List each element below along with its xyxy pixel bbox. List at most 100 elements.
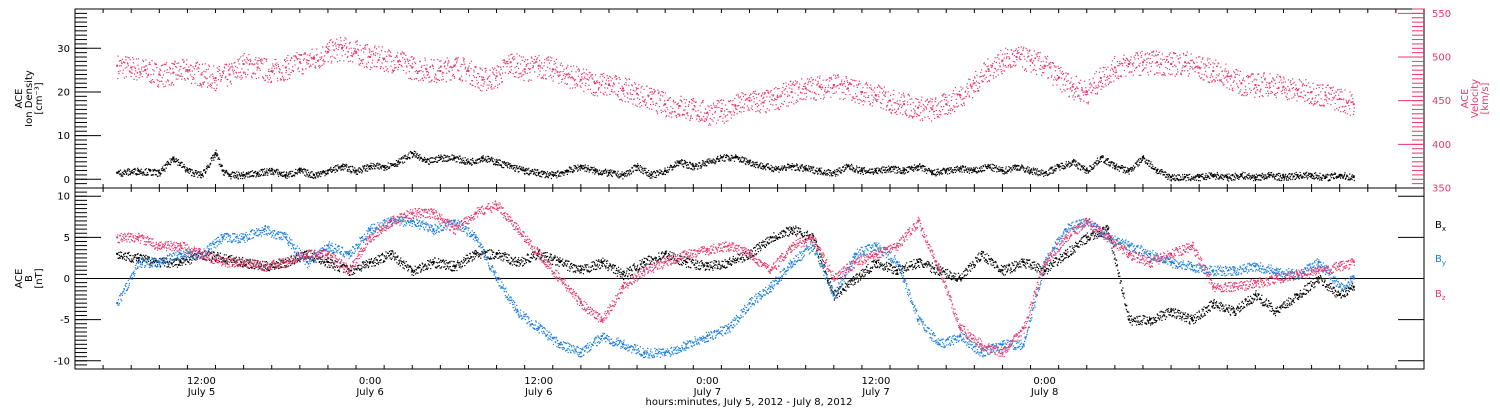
- density-series-sample: [620, 173, 622, 175]
- density-series-sample: [585, 170, 588, 173]
- density-series-sample: [515, 168, 517, 170]
- density-series-sample: [348, 166, 350, 168]
- density-series-sample: [163, 168, 166, 170]
- velocity-series-sample: [126, 62, 129, 64]
- velocity-series-sample: [245, 61, 247, 63]
- velocity-series-sample: [145, 72, 147, 74]
- velocity-series-sample: [124, 62, 126, 64]
- velocity-series-sample: [274, 63, 277, 65]
- velocity-series-sample: [1233, 72, 1236, 74]
- density-series-sample: [343, 166, 345, 168]
- velocity-series-sample: [642, 100, 644, 102]
- velocity-series-sample: [197, 66, 199, 69]
- density-series-sample: [512, 167, 515, 169]
- velocity-series-sample: [645, 102, 647, 104]
- velocity-series-sample: [739, 96, 741, 98]
- velocity-series-sample: [226, 63, 228, 65]
- density-series-sample: [136, 173, 138, 175]
- density-series-sample: [594, 168, 596, 170]
- velocity-series-sample: [909, 115, 911, 117]
- density-series-sample: [326, 170, 328, 172]
- velocity-series-sample: [838, 87, 840, 89]
- velocity-series-sample: [1108, 82, 1110, 84]
- density-series-sample: [584, 164, 586, 166]
- velocity-series-sample: [569, 73, 571, 75]
- velocity-series-sample: [833, 84, 836, 86]
- velocity-series-sample: [1109, 81, 1111, 83]
- velocity-series-sample: [1340, 88, 1342, 91]
- velocity-series-sample: [473, 69, 475, 71]
- velocity-series-sample: [595, 82, 597, 84]
- velocity-series-sample: [562, 78, 564, 80]
- velocity-series-sample: [526, 72, 528, 74]
- velocity-series-sample: [906, 101, 909, 103]
- velocity-series-sample: [991, 66, 993, 68]
- density-series-sample: [206, 168, 208, 170]
- velocity-series-sample: [527, 59, 529, 61]
- velocity-series-sample: [607, 87, 609, 89]
- velocity-series-sample: [735, 107, 737, 109]
- density-series-sample: [627, 170, 629, 172]
- velocity-series-sample: [864, 83, 866, 85]
- velocity-series-sample: [739, 101, 741, 103]
- velocity-series-sample: [1249, 92, 1252, 94]
- velocity-series-sample: [1270, 92, 1272, 95]
- velocity-series-sample: [534, 71, 536, 73]
- velocity-series-sample: [471, 79, 473, 82]
- velocity-series-sample: [184, 79, 186, 81]
- density-series-sample: [274, 170, 276, 172]
- density-series-sample: [624, 175, 626, 178]
- velocity-series-sample: [701, 100, 704, 102]
- velocity-series-sample: [447, 60, 449, 62]
- velocity-series-sample: [335, 47, 337, 50]
- velocity-series-sample: [762, 97, 764, 99]
- velocity-series-sample: [408, 70, 410, 73]
- velocity-series-sample: [874, 97, 876, 100]
- velocity-series-sample: [586, 78, 588, 81]
- velocity-series-sample: [233, 73, 235, 75]
- velocity-series-sample: [905, 113, 907, 115]
- velocity-series-sample: [956, 93, 958, 95]
- density-series-sample: [197, 176, 199, 178]
- velocity-series-sample: [1116, 77, 1118, 79]
- density-series-sample: [267, 174, 269, 176]
- velocity-series-sample: [780, 94, 782, 96]
- velocity-series-sample: [936, 116, 939, 118]
- velocity-series-sample: [196, 62, 198, 64]
- density-series-sample: [140, 170, 142, 173]
- density-series-sample: [334, 171, 336, 174]
- velocity-series-sample: [829, 87, 832, 89]
- velocity-series-sample: [925, 106, 927, 108]
- velocity-series-sample: [510, 69, 512, 71]
- velocity-series-sample: [744, 94, 746, 96]
- velocity-series-sample: [837, 74, 839, 76]
- density-series-sample: [142, 171, 145, 173]
- density-series-sample: [423, 159, 425, 162]
- velocity-series-sample: [1301, 81, 1303, 83]
- density-series-sample: [329, 169, 331, 171]
- density-series-sample: [332, 168, 334, 171]
- velocity-series-sample: [249, 63, 251, 65]
- density-series-sample: [560, 171, 562, 173]
- density-series-sample: [323, 170, 325, 173]
- density-series-sample: [233, 171, 236, 174]
- velocity-series-sample: [536, 57, 538, 59]
- density-series-sample: [422, 160, 424, 162]
- density-series-sample: [478, 158, 481, 160]
- density-series-sample: [117, 172, 119, 174]
- velocity-series-sample: [263, 78, 265, 80]
- velocity-series-sample: [1116, 61, 1119, 63]
- velocity-series-sample: [1221, 81, 1223, 83]
- velocity-series-point: [1226, 75, 1229, 78]
- velocity-series-sample: [1339, 91, 1341, 93]
- density-series-sample: [284, 175, 286, 177]
- velocity-series-sample: [1288, 90, 1290, 92]
- velocity-series-sample: [1080, 89, 1083, 91]
- velocity-series-sample: [1342, 99, 1344, 101]
- density-series-sample: [219, 158, 221, 160]
- velocity-series-sample: [1176, 68, 1179, 70]
- velocity-series-sample: [982, 81, 984, 83]
- velocity-series-sample: [464, 68, 466, 70]
- density-series-sample: [487, 156, 490, 158]
- density-series-sample: [218, 157, 220, 159]
